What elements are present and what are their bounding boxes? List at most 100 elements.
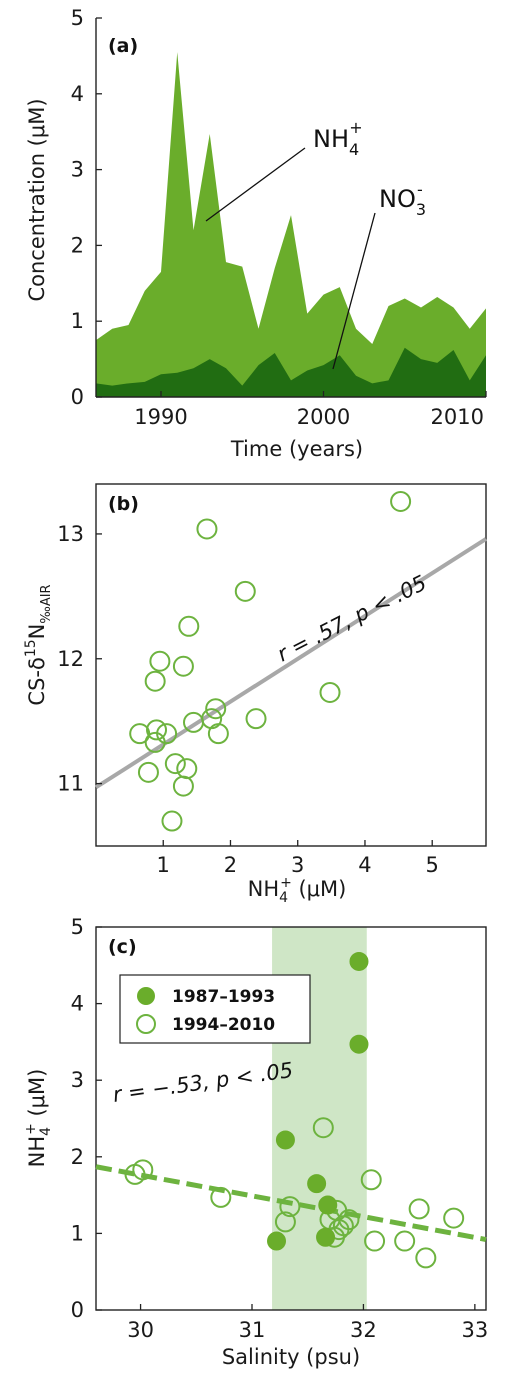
panel-b-points <box>129 490 412 832</box>
panel-b-y-tick-label: 12 <box>57 647 84 671</box>
panel-c-open-point <box>415 1247 437 1269</box>
panel-a-x-axis-label: Time (years) <box>230 437 363 461</box>
panel-c-filled-point <box>318 1195 338 1215</box>
panel-c-x-axis-label: Salinity (psu) <box>222 1345 360 1369</box>
panel-a-label: (a) <box>108 35 138 57</box>
panel-c-y-tick-label: 1 <box>71 1221 84 1245</box>
panel-c-correlation-annotation: r = −.53, p < .05 <box>111 1058 294 1107</box>
panel-b-data-point <box>161 810 183 832</box>
panel-b-data-point <box>205 698 227 720</box>
panel-c-open-point <box>360 1169 382 1191</box>
panel-c: 0 1 2 3 4 5 30 31 32 33 (c) 1987–1993 1994–2010 r… <box>23 915 488 1369</box>
panel-c-axes: 0 1 2 3 4 5 30 31 32 33 <box>71 915 489 1342</box>
panel-c-open-point <box>364 1230 386 1252</box>
panel-c-open-point <box>210 1186 232 1208</box>
panel-a-x-tick-label: 2000 <box>297 405 350 429</box>
panel-b-data-point <box>178 615 200 637</box>
panel-b-x-tick-label: 5 <box>426 853 439 877</box>
legend-label-1994-2010: 1994–2010 <box>172 1015 275 1035</box>
panel-a-y-tick-label: 1 <box>71 309 84 333</box>
panel-b-data-point <box>207 723 229 745</box>
panel-c-y-tick-label: 2 <box>71 1145 84 1169</box>
panel-b-label: (b) <box>108 493 139 515</box>
panel-b-y-axis-label: CS-δ15N‰AIR <box>23 584 54 705</box>
panel-b-data-point <box>129 723 151 745</box>
panel-c-regression <box>95 1164 487 1242</box>
panel-c-points <box>124 951 465 1269</box>
panel-b-data-point <box>319 681 341 703</box>
panel-b-data-point <box>234 580 256 602</box>
panel-b-data-point <box>156 723 178 745</box>
panel-a-areas <box>96 52 486 398</box>
panel-c-y-tick-label: 4 <box>71 992 84 1016</box>
panel-b-x-tick-label: 3 <box>291 853 304 877</box>
panel-c-filled-point <box>316 1227 336 1247</box>
panel-c-y-tick-label: 0 <box>71 1298 84 1322</box>
panel-c-open-point <box>279 1196 301 1218</box>
panel-c-filled-point <box>267 1231 287 1251</box>
panel-c-filled-point <box>275 1130 295 1150</box>
panel-a-y-tick-label: 4 <box>71 82 84 106</box>
panel-b-data-point <box>149 650 171 672</box>
panel-a: 0 1 2 3 4 5 1990 2000 2010 (a) Time (years) Conc… <box>25 6 487 461</box>
panel-c-y-tick-label: 5 <box>71 915 84 939</box>
panel-a-y-tick-label: 3 <box>71 158 84 182</box>
panel-c-frame <box>95 926 487 1311</box>
panel-c-filled-point <box>307 1174 327 1194</box>
panel-c-label: (c) <box>108 936 137 958</box>
panel-c-open-point <box>338 1209 360 1231</box>
panel-b-data-point <box>164 753 186 775</box>
nh4-pointer-line <box>205 147 306 222</box>
panel-c-x-tick-label: 31 <box>239 1318 266 1342</box>
panel-b-data-point <box>245 708 267 730</box>
legend-label-1987-1993: 1987–1993 <box>172 987 275 1007</box>
panel-c-x-tick-label: 33 <box>461 1318 488 1342</box>
panel-b-x-tick-label: 2 <box>224 853 237 877</box>
panel-a-axes: 0 1 2 3 4 5 1990 2000 2010 <box>71 6 487 429</box>
panel-b-x-tick-label: 1 <box>157 853 170 877</box>
panel-c-x-tick-label: 30 <box>127 1318 154 1342</box>
panel-b-correlation-annotation: r = .57, p < .05 <box>273 571 430 667</box>
panel-a-y-tick-label: 2 <box>71 233 84 257</box>
panel-b-x-axis-label: NH4+ (μM) <box>248 875 347 906</box>
panel-a-y-tick-label: 0 <box>71 385 84 409</box>
panel-c-open-point <box>132 1159 154 1181</box>
panel-b-data-point <box>172 775 194 797</box>
panel-a-x-tick-label: 2010 <box>431 405 484 429</box>
panel-b-frame <box>95 483 487 847</box>
panel-c-open-point <box>408 1198 430 1220</box>
panel-c-filled-point <box>349 951 369 971</box>
panel-c-regression-line <box>95 1164 487 1242</box>
no3-series-label: NO3- <box>379 180 426 219</box>
panel-c-y-tick-label: 3 <box>71 1068 84 1092</box>
panel-b-data-point <box>144 670 166 692</box>
panel-a-y-axis-label: Concentration (μM) <box>25 98 49 301</box>
panel-b-regression-line <box>94 537 488 790</box>
panel-a-x-tick-label: 1990 <box>134 405 187 429</box>
panel-b-data-point <box>172 655 194 677</box>
panel-b-data-point <box>176 758 198 780</box>
panel-a-y-tick-label: 5 <box>71 6 84 30</box>
panel-b-data-point <box>146 719 168 741</box>
area-series-nh4 <box>96 52 486 398</box>
legend-filled-marker <box>137 987 155 1005</box>
area-series-no3 <box>96 347 486 397</box>
panel-b-x-tick-label: 4 <box>358 853 371 877</box>
panel-c-open-point <box>332 1215 354 1237</box>
panel-b-data-point <box>196 518 218 540</box>
panel-b-data-point <box>390 490 412 512</box>
panel-c-legend: 1987–1993 1994–2010 <box>119 974 311 1044</box>
nh4-series-label: NH4+ <box>313 118 363 159</box>
no3-pointer-line <box>332 212 376 370</box>
legend-open-marker <box>136 1014 156 1034</box>
panel-c-open-point <box>394 1230 416 1252</box>
panel-b-data-point <box>137 761 159 783</box>
panel-c-y-axis-label: NH4+ (μM) <box>23 1069 54 1168</box>
panel-b-y-tick-label: 13 <box>57 522 84 546</box>
panel-c-open-point <box>443 1207 465 1229</box>
panel-c-x-tick-label: 32 <box>350 1318 377 1342</box>
panel-b-y-tick-label: 11 <box>57 772 84 796</box>
